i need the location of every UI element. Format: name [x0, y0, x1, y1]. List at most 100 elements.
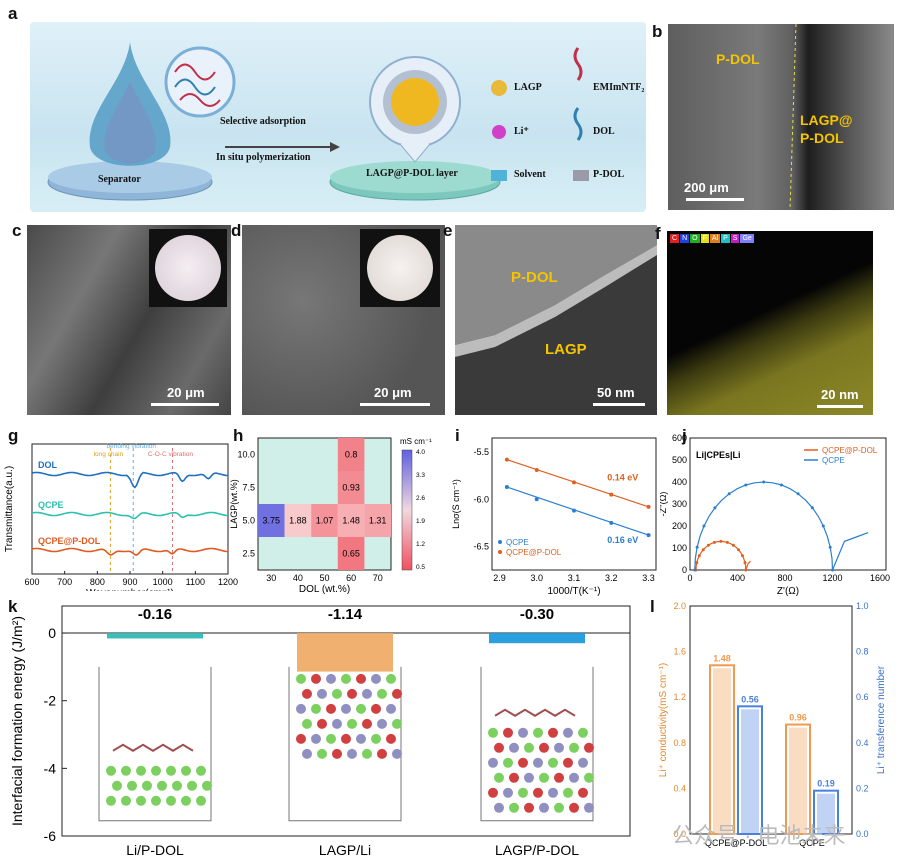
k-atom [136, 765, 146, 776]
i-legend-marker [498, 550, 502, 554]
l-bar-value: 1.48 [713, 653, 731, 663]
panel-f-letter: f [655, 224, 661, 243]
h-xtick-label: 60 [346, 573, 356, 583]
i-xtick-label: 3.3 [642, 573, 655, 583]
k-structure-box [98, 666, 212, 822]
g-xtick-label: 900 [122, 577, 137, 587]
h-cell [337, 504, 365, 537]
i-legend-text: QCPE [506, 538, 529, 547]
legend-pdol: P-DOL [593, 169, 625, 180]
k-atom [494, 772, 504, 783]
i-point [646, 533, 651, 538]
k-atom [347, 748, 357, 759]
j-plot-frame [689, 437, 887, 571]
k-ytick-label: -4 [44, 760, 57, 776]
k-atom [296, 703, 306, 714]
j-xtick-label: 0 [687, 573, 692, 583]
j-ytick-label: 500 [672, 455, 687, 465]
k-atom [488, 757, 498, 768]
f-element-c: C [670, 234, 680, 243]
k-atom [181, 765, 191, 776]
k-atom [386, 673, 396, 684]
legend-dol: DOL [593, 126, 615, 137]
h-xtick-label: 70 [373, 573, 383, 583]
k-ytick-label: -6 [44, 828, 57, 844]
b-scale-text: 200 μm [684, 180, 729, 195]
j-legend-text: QCPE [822, 456, 845, 465]
k-category-label: LAGP/Li [319, 842, 371, 858]
l-ytick-right: 0.0 [856, 829, 869, 839]
l-bar [709, 664, 735, 835]
g-xtick-label: 1200 [218, 577, 238, 587]
g-xtick-label: 700 [57, 577, 72, 587]
panel-c-letter: c [12, 221, 22, 240]
k-bar [489, 633, 585, 644]
legend-lagp: LAGP [514, 82, 542, 93]
k-ytick-label: -2 [44, 693, 57, 709]
k-atom [503, 727, 513, 738]
f-element-legend: C N O F Al P S Ge [670, 234, 754, 243]
d-scale-text: 20 μm [374, 385, 412, 400]
l-bar-value: 0.56 [741, 694, 759, 704]
j-legend-text: QCPE@P-DOL [822, 446, 878, 455]
panel-a-letter: a [8, 4, 18, 23]
i-xtick-label: 3.1 [568, 573, 581, 583]
k-atom [121, 765, 131, 776]
h-cell-label: 0.93 [342, 483, 360, 493]
watermark: 公众号 · 电池未来 [672, 823, 846, 848]
i-legend-text: QCPE@P-DOL [506, 548, 562, 557]
g-annotation-text: long chain [94, 451, 124, 458]
k-atom [377, 748, 387, 759]
h-cell [364, 504, 391, 537]
g-series-label: QCPE [38, 500, 64, 510]
g-xtick-label: 600 [24, 577, 39, 587]
j-xtick-label: 400 [730, 573, 745, 583]
l-bar-value: 0.96 [789, 713, 807, 723]
panel-k-letter: k [8, 597, 18, 616]
k-atom [392, 718, 402, 729]
lagp-legend-icon [491, 80, 507, 96]
l-ytick-right: 1.0 [856, 601, 869, 611]
g-series-line [31, 471, 229, 489]
k-atom [524, 742, 534, 753]
k-atom [548, 757, 558, 768]
l-ylabel-right: Li⁺ transference number [876, 665, 887, 774]
k-ylabel: Interfacial formation energy (J/m²) [9, 616, 25, 826]
k-atom [317, 688, 327, 699]
b-scale-bar [686, 198, 744, 201]
f-element-f: F [700, 234, 709, 243]
k-atom [392, 688, 402, 699]
k-atom [112, 780, 122, 791]
h-cell-label: 1.48 [342, 516, 360, 526]
separator-label: Separator [98, 174, 141, 185]
j-xtick-label: 800 [778, 573, 793, 583]
k-atom [503, 757, 513, 768]
panel-c-image: 20 μm [27, 225, 231, 415]
k-atom [533, 727, 543, 738]
k-atom [187, 780, 197, 791]
i-point [609, 520, 614, 525]
l-ylabel-left: Li⁺ conductivity(mS cm⁻¹) [658, 663, 669, 777]
k-atom [302, 748, 312, 759]
panel-l-letter: l [650, 597, 655, 616]
e-scale-text: 50 nm [597, 385, 635, 400]
k-atom [127, 780, 137, 791]
k-structure-box [480, 666, 594, 822]
k-atom [578, 787, 588, 798]
k-atom [548, 727, 558, 738]
k-atom [136, 795, 146, 806]
l-ytick-right: 0.6 [856, 692, 869, 702]
k-ytick-label: 0 [48, 625, 56, 641]
h-ytick-label: 10.0 [237, 450, 255, 460]
h-xtick-label: 50 [319, 573, 329, 583]
k-atom [563, 757, 573, 768]
panel-e-image: P-DOL LAGP 50 nm [455, 225, 657, 415]
k-atom [151, 765, 161, 776]
g-annotation-text: bending vibration [107, 443, 157, 450]
k-atom [121, 795, 131, 806]
k-plot-frame [61, 605, 631, 837]
h-colorbar-tick: 2.6 [416, 495, 425, 502]
h-colorbar-tick: 4.0 [416, 449, 425, 456]
k-atom [356, 703, 366, 714]
g-series-label: QCPE@P-DOL [38, 536, 101, 546]
